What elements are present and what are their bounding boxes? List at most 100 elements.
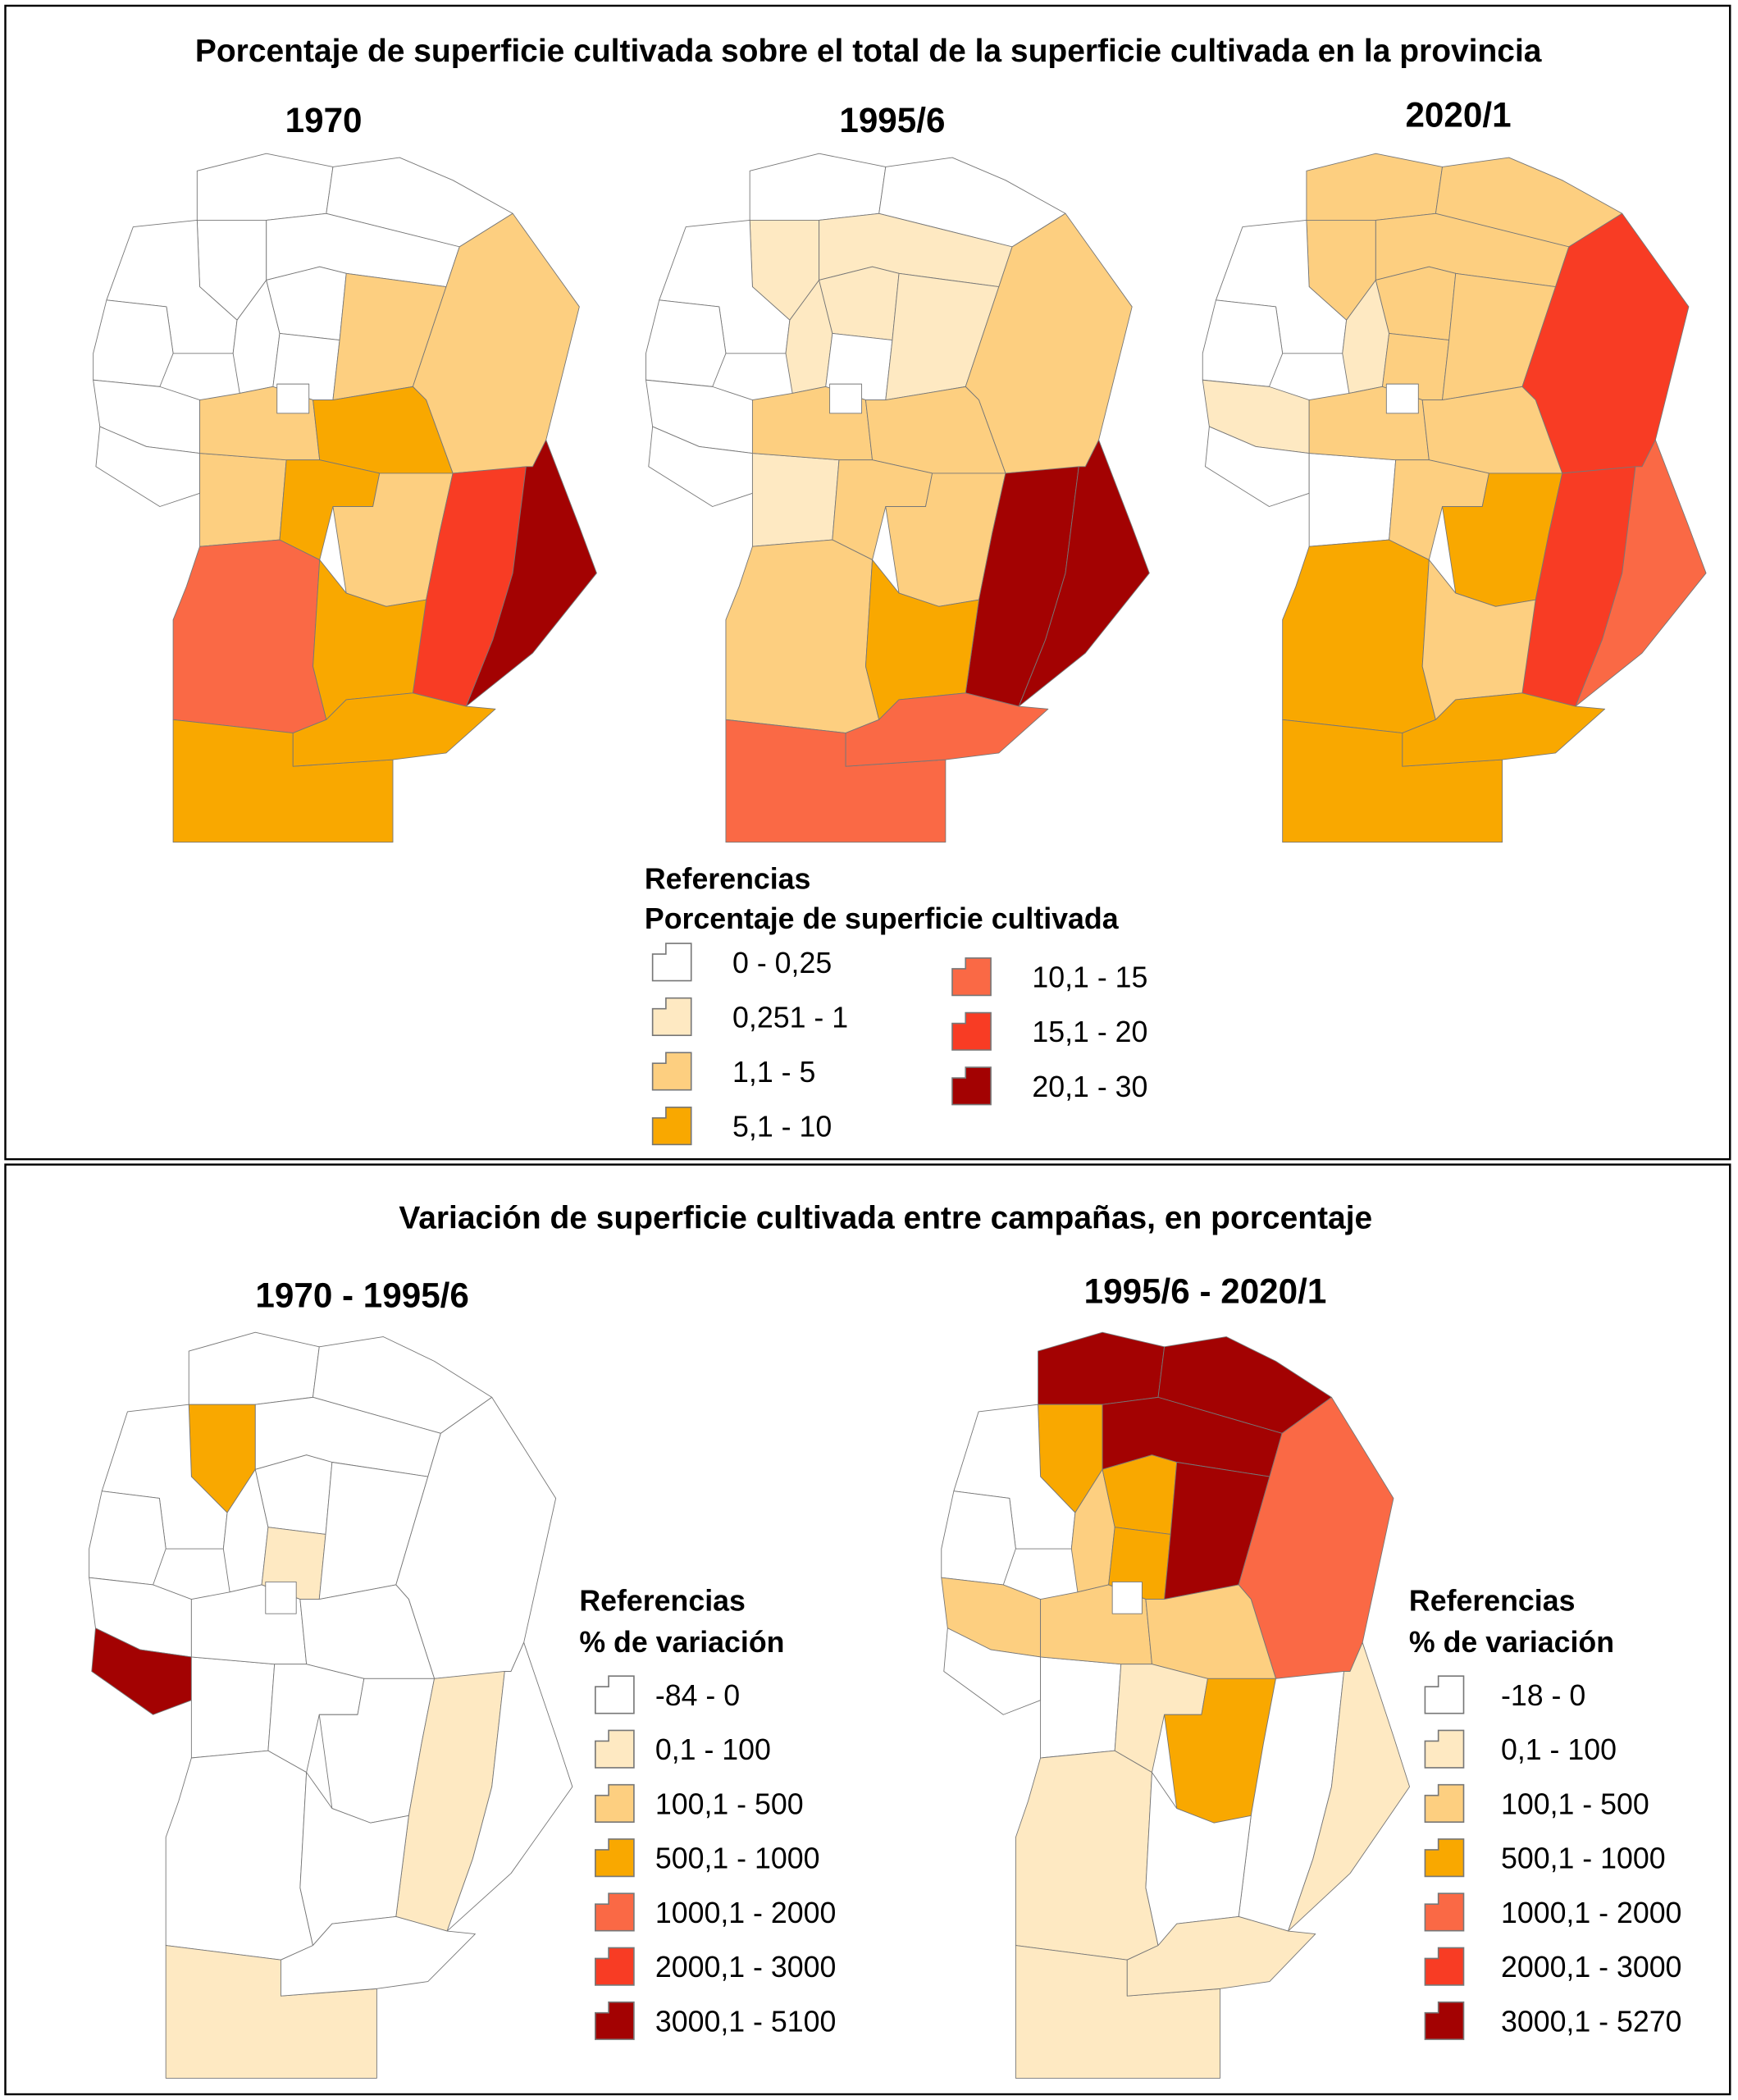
department-saenz-pena bbox=[281, 1916, 475, 1996]
map-title-2020: 2020/1 bbox=[1405, 96, 1511, 135]
bottom-right-legend-heading: Referencias bbox=[1409, 1585, 1576, 1618]
department-sobremonte bbox=[197, 153, 333, 220]
department-sobremonte bbox=[750, 153, 886, 220]
legend-swatch-3 bbox=[651, 1107, 692, 1146]
top-panel-frame bbox=[4, 4, 1731, 1161]
legend-swatch-0 bbox=[651, 943, 692, 982]
department-rio-cuarto bbox=[173, 540, 326, 733]
department-union bbox=[466, 440, 596, 706]
department-totoral bbox=[819, 267, 899, 340]
legend-label: 500,1 - 1000 bbox=[655, 1842, 820, 1875]
legend-swatch-3 bbox=[595, 1838, 635, 1878]
legend-label: 15,1 - 20 bbox=[1032, 1016, 1147, 1048]
legend-swatch-2 bbox=[651, 1052, 692, 1091]
top-legend: 0 - 0,25 0,251 - 1 1,1 - 5 5,1 - 10 10,1 - 1… bbox=[651, 943, 1147, 1146]
map-variation-1995-6-2020-1 bbox=[942, 1332, 1410, 2078]
department-sobremonte bbox=[1038, 1332, 1165, 1404]
legend-swatch-4 bbox=[1424, 1892, 1465, 1932]
legend-swatch-5 bbox=[1424, 1947, 1465, 1986]
bottom-left-legend-subheading: % de variación bbox=[579, 1626, 784, 1659]
legend-label: 10,1 - 15 bbox=[1032, 961, 1147, 994]
department-rio-cuarto bbox=[166, 1751, 312, 1960]
department-union bbox=[1019, 440, 1149, 706]
department-sobremonte bbox=[189, 1332, 319, 1404]
bottom-panel-frame bbox=[4, 1163, 1731, 2096]
department-totoral bbox=[1375, 267, 1455, 340]
bottom-right-legend: -18 - 0 0,1 - 100 100,1 - 500 500,1 - 1000 1… bbox=[1424, 1675, 1681, 2040]
legend-swatch-1 bbox=[595, 1729, 635, 1769]
department-saenz-pena bbox=[846, 693, 1048, 766]
legend-label: 2000,1 - 3000 bbox=[655, 1951, 836, 1984]
department-san-javier bbox=[191, 1657, 274, 1758]
legend-label: -84 - 0 bbox=[655, 1679, 740, 1712]
department-san-javier bbox=[752, 454, 839, 547]
legend-swatch-1 bbox=[1424, 1729, 1465, 1769]
department-saenz-pena bbox=[1403, 693, 1605, 766]
department-union bbox=[1289, 1642, 1410, 1931]
legend-label: 2000,1 - 3000 bbox=[1501, 1951, 1681, 1984]
department-minas bbox=[942, 1491, 1016, 1585]
legend-label: 100,1 - 500 bbox=[655, 1787, 804, 1820]
department-saenz-pena bbox=[293, 693, 495, 766]
legend-label: 0,1 - 100 bbox=[1501, 1733, 1617, 1766]
legend-swatch-2 bbox=[595, 1783, 635, 1823]
department-rio-cuarto bbox=[726, 540, 879, 733]
map-1970 bbox=[94, 153, 597, 842]
department-minas bbox=[646, 300, 726, 387]
legend-label: 1000,1 - 2000 bbox=[655, 1897, 836, 1929]
map-variation-1970-1995-6 bbox=[89, 1332, 572, 2078]
department-san-javier bbox=[200, 454, 287, 547]
legend-label: 5,1 - 10 bbox=[732, 1111, 832, 1144]
legend-label: 0,251 - 1 bbox=[732, 1001, 848, 1034]
legend-label: 500,1 - 1000 bbox=[1501, 1842, 1666, 1875]
department-rio-cuarto bbox=[1015, 1751, 1158, 1960]
map-2020-1 bbox=[1202, 153, 1706, 842]
department-totoral bbox=[267, 267, 346, 340]
department-totoral bbox=[1102, 1455, 1177, 1535]
legend-swatch-0 bbox=[595, 1675, 635, 1714]
top-panel-title: Porcentaje de superficie cultivada sobre… bbox=[195, 34, 1542, 69]
top-legend-heading: Referencias bbox=[645, 863, 811, 896]
legend-label: 1,1 - 5 bbox=[732, 1056, 815, 1089]
legend-label: 0 - 0,25 bbox=[732, 947, 832, 979]
department-saenz-pena bbox=[1127, 1916, 1316, 1996]
legend-swatch-4 bbox=[595, 1892, 635, 1932]
department-capital bbox=[277, 384, 309, 413]
department-capital bbox=[266, 1582, 296, 1614]
department-san-javier bbox=[1309, 454, 1396, 547]
department-union bbox=[1576, 440, 1706, 706]
legend-swatch-5 bbox=[595, 1947, 635, 1986]
department-san-javier bbox=[1041, 1657, 1121, 1758]
bottom-left-legend: -84 - 0 0,1 - 100 100,1 - 500 500,1 - 1000 1… bbox=[595, 1675, 836, 2040]
department-capital bbox=[830, 384, 862, 413]
bottom-panel-title: Variación de superficie cultivada entre … bbox=[399, 1201, 1372, 1236]
legend-label: 3000,1 - 5270 bbox=[1501, 2005, 1681, 2038]
legend-swatch-2 bbox=[1424, 1783, 1465, 1823]
legend-swatch-1 bbox=[651, 997, 692, 1036]
legend-swatch-0 bbox=[1424, 1675, 1465, 1714]
department-rio-cuarto bbox=[1283, 540, 1436, 733]
legend-label: 20,1 - 30 bbox=[1032, 1071, 1147, 1103]
legend-swatch-3 bbox=[1424, 1838, 1465, 1878]
department-capital bbox=[1386, 384, 1418, 413]
department-union bbox=[447, 1642, 572, 1931]
department-sobremonte bbox=[1307, 153, 1443, 220]
top-legend-subheading: Porcentaje de superficie cultivada bbox=[645, 902, 1120, 935]
legend-swatch-6 bbox=[595, 2001, 635, 2040]
legend-swatch-5 bbox=[951, 1011, 992, 1051]
legend-swatch-6 bbox=[951, 1066, 992, 1106]
department-minas bbox=[1202, 300, 1282, 387]
map-title-1995-2020: 1995/6 - 2020/1 bbox=[1084, 1272, 1327, 1311]
legend-label: 100,1 - 500 bbox=[1501, 1787, 1649, 1820]
map-title-1995: 1995/6 bbox=[839, 101, 945, 139]
legend-label: 3000,1 - 5100 bbox=[655, 2005, 836, 2038]
bottom-left-legend-heading: Referencias bbox=[579, 1585, 746, 1618]
map-title-1970: 1970 bbox=[285, 101, 363, 139]
legend-label: -18 - 0 bbox=[1501, 1679, 1585, 1712]
legend-swatch-6 bbox=[1424, 2001, 1465, 2040]
legend-label: 0,1 - 100 bbox=[655, 1733, 771, 1766]
map-title-1970-1995: 1970 - 1995/6 bbox=[255, 1276, 468, 1314]
map-1995-6 bbox=[646, 153, 1150, 842]
department-minas bbox=[89, 1491, 167, 1585]
